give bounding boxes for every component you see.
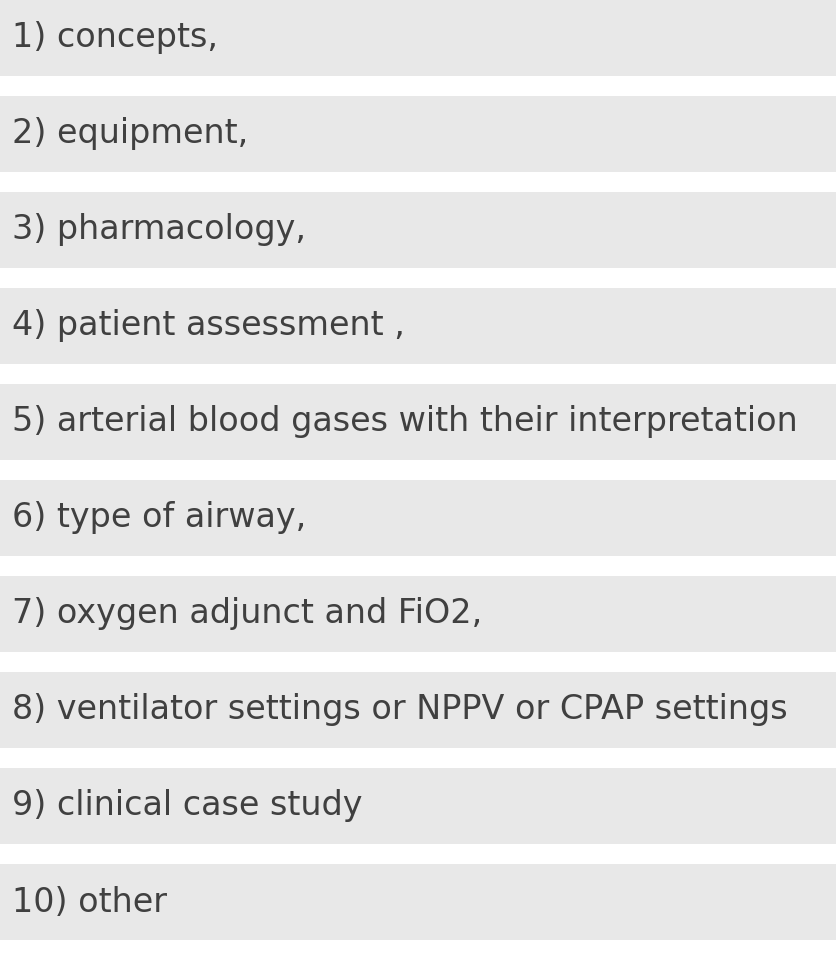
Text: 6) type of airway,: 6) type of airway,	[12, 502, 306, 534]
Text: 8) ventilator settings or NPPV or CPAP settings: 8) ventilator settings or NPPV or CPAP s…	[12, 694, 787, 727]
Bar	[0, 384, 836, 460]
Bar	[0, 864, 836, 940]
Bar	[0, 480, 836, 556]
Text: 10) other: 10) other	[12, 885, 167, 919]
Text: 5) arterial blood gases with their interpretation: 5) arterial blood gases with their inter…	[12, 406, 797, 438]
Bar	[0, 768, 836, 844]
Bar	[0, 576, 836, 652]
Text: 2) equipment,: 2) equipment,	[12, 117, 248, 151]
Bar	[0, 192, 836, 268]
Text: 7) oxygen adjunct and FiO2,: 7) oxygen adjunct and FiO2,	[12, 598, 482, 630]
Bar	[0, 0, 836, 76]
Bar	[0, 288, 836, 364]
Text: 4) patient assessment ,: 4) patient assessment ,	[12, 309, 405, 342]
Bar	[0, 96, 836, 172]
Bar	[0, 672, 836, 748]
Text: 9) clinical case study: 9) clinical case study	[12, 790, 362, 823]
Text: 1) concepts,: 1) concepts,	[12, 21, 217, 55]
Text: 3) pharmacology,: 3) pharmacology,	[12, 213, 306, 247]
